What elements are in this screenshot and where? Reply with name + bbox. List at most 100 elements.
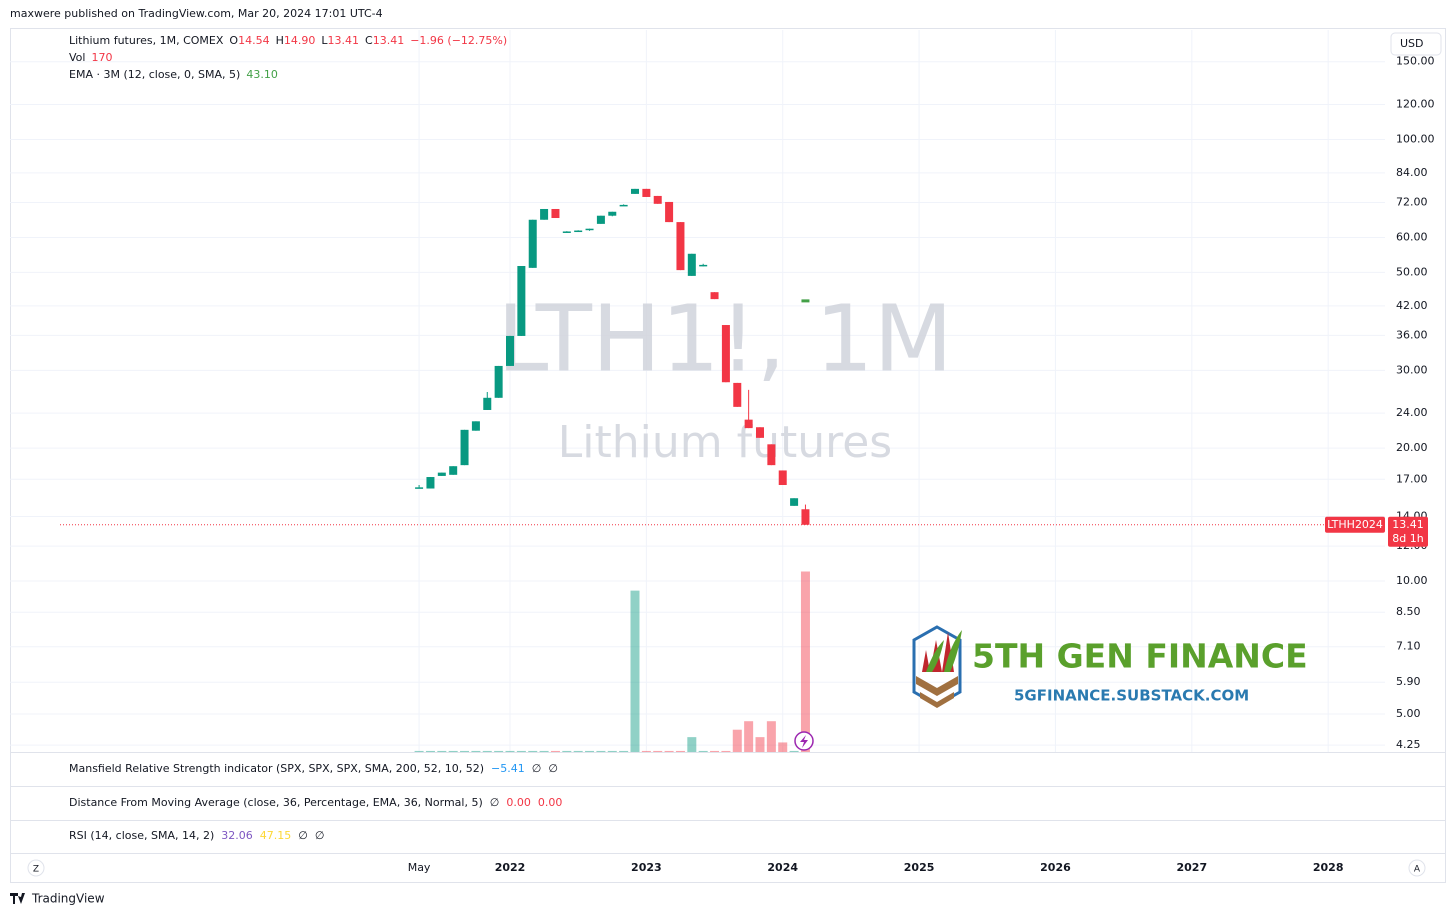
volume-bar — [596, 750, 606, 752]
candle-body — [631, 188, 639, 194]
candle-body — [744, 419, 753, 429]
candle-body — [687, 253, 696, 276]
scale-button-label: Z — [33, 865, 39, 875]
tradingview-brand: TradingView — [10, 892, 105, 906]
volume-bar — [550, 750, 560, 752]
currency-label: USD — [1400, 37, 1424, 50]
volume-bar — [516, 750, 526, 752]
volume-bar — [414, 750, 424, 752]
x-tick-label: May — [408, 861, 431, 874]
candle-body — [540, 208, 549, 220]
event-bolt — [800, 735, 808, 748]
volume-label: Vol — [69, 51, 85, 64]
frame — [10, 28, 1446, 883]
volume-bar — [710, 750, 720, 752]
volume-bar — [528, 750, 538, 752]
volume-bar — [448, 750, 458, 752]
candle-body — [551, 208, 560, 219]
contract-label: LTHH2024 — [1327, 518, 1383, 531]
candle-body — [517, 265, 526, 336]
x-tick-label: 2023 — [631, 861, 662, 874]
y-tick-label: 20.00 — [1396, 441, 1428, 454]
indicator-value: ∅ — [490, 796, 500, 809]
volume-bar — [653, 750, 663, 752]
candle-body — [494, 365, 503, 398]
volume-bar — [698, 750, 708, 752]
candle-body — [449, 466, 458, 475]
volume-bar — [721, 750, 731, 752]
y-tick-label: 150.00 — [1396, 55, 1435, 68]
ohlc-prefix: O — [229, 34, 238, 47]
price-label: 13.41 — [1392, 518, 1424, 531]
ohlc-prefix: L — [321, 34, 328, 47]
candle-body — [415, 487, 424, 489]
scale-button-label: A — [1414, 865, 1421, 875]
candle-body — [460, 429, 469, 466]
candle-body — [767, 444, 776, 466]
volume-bar — [619, 750, 629, 752]
logo-chevrons — [916, 676, 958, 708]
ohlc-value: 13.41 — [328, 34, 360, 47]
ohlc-value: 13.41 — [373, 34, 405, 47]
candle-body — [801, 509, 810, 525]
indicator-value: 32.06 — [221, 829, 253, 842]
indicator-value: −5.41 — [491, 762, 525, 775]
y-tick-label: 10.00 — [1396, 574, 1428, 587]
change-label: −1.96 (−12.75%) — [410, 34, 507, 47]
x-tick-label: 2027 — [1177, 861, 1208, 874]
indicator-value: 0.00 — [506, 796, 531, 809]
volume-bar — [664, 750, 674, 752]
scale-button — [27, 859, 45, 877]
logo-url: 5GFINANCE.SUBSTACK.COM — [1014, 687, 1249, 705]
y-tick-label: 84.00 — [1396, 166, 1428, 179]
logo: 5TH GEN FINANCE 5GFINANCE.SUBSTACK.COM — [912, 625, 1308, 708]
y-tick-label: 42.00 — [1396, 299, 1428, 312]
candle-body — [756, 427, 764, 438]
y-tick-label: 30.00 — [1396, 363, 1428, 376]
volume-bar — [744, 721, 754, 752]
volume-bar — [766, 721, 776, 752]
candle-body — [676, 222, 685, 271]
currency-button — [1390, 32, 1442, 56]
indicator-value: ∅ — [298, 829, 308, 842]
volume-bar — [630, 590, 640, 752]
indicator-value: ∅ — [315, 829, 325, 842]
indicator-label: Mansfield Relative Strength indicator (S… — [69, 762, 484, 775]
published-note: maxwere published on TradingView.com, Ma… — [10, 7, 383, 20]
volume-bar — [539, 750, 549, 752]
indicator-value: 0.00 — [538, 796, 563, 809]
y-tick-label: 36.00 — [1396, 328, 1428, 341]
volume-bar — [471, 750, 481, 752]
brand-icon — [10, 893, 25, 904]
ohlc-value: 14.54 — [238, 34, 270, 47]
logo-title: 5TH GEN FINANCE — [972, 637, 1308, 676]
indicator-value: ∅ — [532, 762, 542, 775]
scale-button — [1408, 859, 1426, 877]
logo-leaves — [926, 630, 962, 672]
candle-body — [790, 498, 799, 506]
y-tick-label: 7.10 — [1396, 640, 1421, 653]
countdown-label: 8d 1h — [1392, 532, 1423, 545]
candle-body — [778, 470, 787, 486]
indicator-label: Distance From Moving Average (close, 36,… — [69, 796, 483, 809]
price-tag — [1388, 516, 1428, 547]
volume-bar — [505, 750, 515, 752]
volume-bar — [675, 750, 685, 752]
candle-body — [699, 264, 708, 267]
volume-bar — [573, 750, 583, 752]
y-tick-label: 17.00 — [1396, 472, 1428, 485]
volume-bar — [607, 750, 617, 752]
volume-bar — [755, 737, 765, 752]
volume-bar — [778, 742, 788, 752]
ema-value: 43.10 — [246, 68, 278, 81]
candle-body — [574, 230, 583, 233]
candle-body — [471, 421, 480, 431]
x-tick-label: 2026 — [1040, 861, 1071, 874]
y-tick-label: 24.00 — [1396, 406, 1428, 419]
y-tick-label: 60.00 — [1396, 230, 1428, 243]
y-tick-label: 5.90 — [1396, 675, 1421, 688]
y-tick-label: 100.00 — [1396, 132, 1435, 145]
